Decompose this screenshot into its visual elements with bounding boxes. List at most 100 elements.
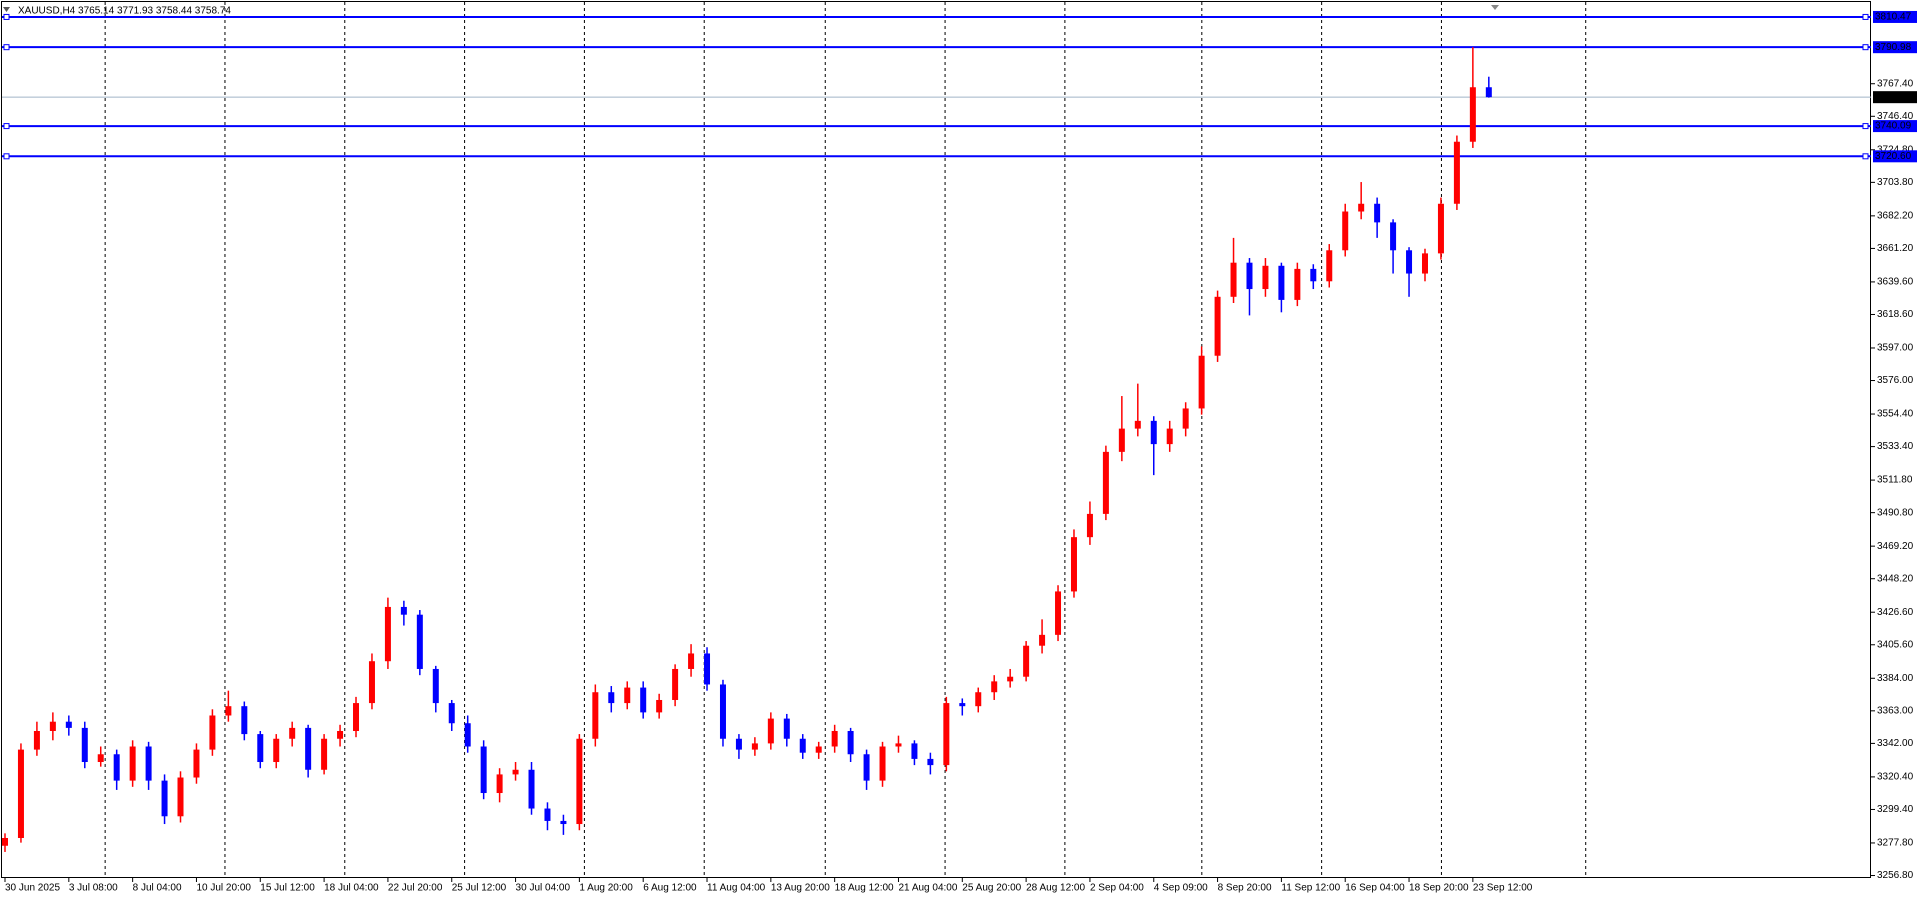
candle-body: [672, 668, 679, 700]
candle-body: [1023, 645, 1030, 677]
candle-body: [1294, 268, 1301, 300]
menu-icon: [3, 7, 10, 12]
x-tick-label: 18 Sep 20:00: [1409, 883, 1469, 894]
y-tick-label: 3746.40: [1877, 111, 1914, 122]
candle-body: [1055, 591, 1062, 635]
candle-body: [560, 820, 567, 825]
candle-body: [65, 721, 72, 728]
candle-body: [1214, 296, 1221, 356]
level-handle: [3, 44, 10, 51]
candle-body: [1485, 87, 1492, 98]
level-label: 3740.09: [1875, 121, 1912, 132]
candle-body: [975, 692, 982, 707]
candle-body: [1102, 451, 1109, 514]
candle-body: [337, 730, 344, 739]
level-handle: [1862, 123, 1869, 130]
y-tick-label: 3767.40: [1877, 78, 1914, 89]
candle-body: [831, 730, 838, 747]
candle-body: [1326, 250, 1333, 282]
candle-body: [1182, 408, 1189, 429]
x-tick-label: 25 Jul 12:00: [452, 883, 507, 894]
candle-body: [1007, 676, 1014, 682]
y-tick-label: 3639.60: [1877, 277, 1914, 288]
x-tick-label: 8 Jul 04:00: [133, 883, 182, 894]
candle-body: [368, 661, 375, 704]
candle-body: [1086, 513, 1093, 538]
candle-body: [895, 743, 902, 747]
candle-body: [400, 606, 407, 615]
candle-body: [1390, 222, 1397, 251]
candle-body: [911, 743, 918, 759]
x-tick-label: 16 Sep 04:00: [1345, 883, 1405, 894]
candle-body: [305, 727, 312, 770]
x-tick-label: 23 Sep 12:00: [1473, 883, 1533, 894]
x-tick-label: 1 Aug 20:00: [579, 883, 633, 894]
candle-body: [432, 668, 439, 704]
candle-body: [1342, 211, 1349, 251]
level-handle: [3, 123, 10, 130]
candle-body: [225, 706, 232, 716]
candle-body: [1230, 262, 1237, 297]
candle-body: [49, 721, 56, 731]
candle-body: [353, 703, 360, 731]
candle-body: [209, 715, 216, 750]
candle-body: [81, 727, 88, 763]
candle-body: [704, 653, 711, 685]
candle-body: [576, 738, 583, 825]
candle-body: [608, 692, 615, 704]
candle-body: [1134, 420, 1141, 429]
y-tick-label: 3703.80: [1877, 177, 1914, 188]
candle-body: [448, 703, 455, 724]
level-label-box: [1873, 10, 1917, 23]
y-tick-label: 3490.80: [1877, 507, 1914, 518]
x-tick-label: 10 Jul 20:00: [196, 883, 251, 894]
candle-body: [1166, 428, 1173, 445]
y-tick-label: 3682.20: [1877, 210, 1914, 221]
level-label-box: [1873, 120, 1917, 133]
level-handle: [1862, 153, 1869, 160]
level-handle: [1862, 44, 1869, 51]
candle-body: [879, 746, 886, 781]
candle-body: [1246, 262, 1253, 290]
candle-body: [1118, 428, 1125, 452]
candle-body: [1358, 203, 1365, 212]
x-tick-label: 2 Sep 04:00: [1090, 883, 1144, 894]
x-tick-label: 8 Sep 20:00: [1218, 883, 1272, 894]
candle-body: [1437, 203, 1444, 254]
y-tick-label: 3256.80: [1877, 870, 1914, 881]
candle-body: [927, 758, 934, 766]
bid-label-box: [1873, 91, 1917, 104]
candle-body: [129, 746, 136, 781]
candle-body: [384, 606, 391, 662]
candle-body: [2, 837, 8, 846]
candle-body: [767, 718, 774, 744]
y-tick-label: 3363.00: [1877, 705, 1914, 716]
x-tick-label: 11 Aug 04:00: [707, 883, 766, 894]
candle-body: [719, 684, 726, 739]
candle-body: [257, 734, 264, 763]
y-tick-label: 3342.00: [1877, 738, 1914, 749]
candle-body: [33, 730, 40, 750]
candle-body: [1374, 203, 1381, 223]
y-tick-label: 3533.40: [1877, 441, 1914, 452]
candle-body: [1262, 265, 1269, 290]
candle-body: [1150, 420, 1157, 445]
bid-label: 3758.74: [1875, 92, 1912, 103]
level-handle: [3, 13, 10, 20]
candle-body: [991, 681, 998, 693]
candle-body: [528, 769, 535, 809]
shift-marker: [1491, 5, 1499, 10]
level-label-box: [1873, 150, 1917, 163]
y-tick-label: 3405.60: [1877, 639, 1914, 650]
x-tick-label: 25 Aug 20:00: [962, 883, 1021, 894]
y-tick-label: 3320.40: [1877, 772, 1914, 783]
candle-body: [783, 718, 790, 739]
y-tick-label: 3277.80: [1877, 838, 1914, 849]
candle-body: [624, 687, 631, 704]
candle-body: [496, 774, 503, 794]
x-tick-label: 13 Aug 20:00: [771, 883, 830, 894]
level-label: 3790.98: [1875, 42, 1912, 53]
y-tick-label: 3511.80: [1877, 475, 1913, 486]
